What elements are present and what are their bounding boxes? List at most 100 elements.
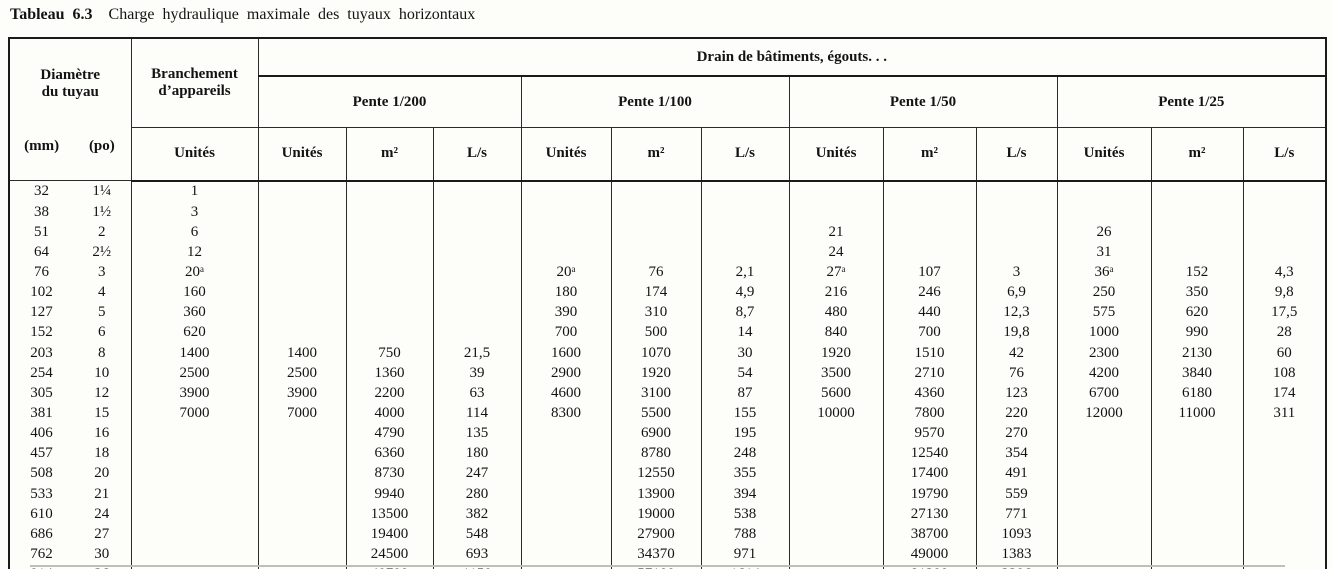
table-cell: 382 [432, 504, 522, 525]
header-pente-1-50: Pente 1/50 [788, 75, 1058, 128]
table-cell: 1920 [788, 343, 884, 364]
table-cell: 30 [73, 544, 132, 565]
table-cell: 280 [432, 484, 522, 505]
table-cell [520, 484, 612, 505]
table-cell: 548 [432, 524, 522, 545]
table-row: 127 5 360 390 310 8,7 480 440 12,3 575 620 17,5 [8, 302, 1327, 323]
table-cell: 135 [432, 423, 522, 444]
table-cell: 17400 [882, 463, 977, 485]
header-ls: L/s [1242, 126, 1327, 182]
table-cell: 3 [130, 202, 259, 223]
table-cell: 508 [8, 463, 73, 485]
table-cell [1056, 463, 1152, 485]
table-cell: 21 [788, 222, 884, 243]
table-cell [1242, 524, 1327, 545]
table-cell [1150, 524, 1244, 545]
table-cell [257, 242, 347, 263]
table-cell: 3 [73, 262, 132, 283]
table-cell: 8300 [520, 403, 612, 424]
table-cell [257, 322, 347, 344]
table-cell [257, 484, 347, 505]
table-cell [345, 222, 434, 243]
table-cell [130, 423, 259, 444]
table-cell: 12000 [1056, 403, 1152, 424]
table-cell: 311 [1242, 403, 1327, 424]
table-cell [1056, 544, 1152, 565]
table-cell: 3900 [130, 383, 259, 404]
table-row: 203 8 1400 1400 750 21,5 1600 1070 30 1920 1510 42 2… [8, 343, 1327, 364]
table-cell [1242, 423, 1327, 444]
table-cell: 102 [8, 282, 73, 303]
table-row: 406 16 4790 135 6900 195 9570 270 [8, 423, 1327, 444]
table-cell: 250 [1056, 282, 1152, 303]
table-cell [1242, 242, 1327, 263]
table-cell [1056, 504, 1152, 525]
table-cell [520, 180, 612, 203]
table-cell: 76 [975, 363, 1058, 384]
table-cell [610, 180, 702, 203]
table-cell [1242, 463, 1327, 485]
table-cell: 350 [1150, 282, 1244, 303]
table-row: 76 3 20ᵃ 20ᵃ 76 2,1 27ᵃ 107 3 36ᵃ 152 4,3 [8, 262, 1327, 283]
table-cell: 27ᵃ [788, 262, 884, 283]
table-cell: 11000 [1150, 403, 1244, 424]
table-cell [345, 180, 434, 203]
table-cell: 7000 [130, 403, 259, 424]
table-cell: 1360 [345, 363, 434, 384]
table-row: 533 21 9940 280 13900 394 19790 559 [8, 484, 1327, 505]
table-cell: 152 [1150, 262, 1244, 283]
header-m2: m² [1150, 126, 1244, 182]
table-cell: 270 [975, 423, 1058, 444]
header-ls: L/s [700, 126, 790, 182]
table-cell [1242, 504, 1327, 525]
table-cell: 538 [700, 504, 790, 525]
table-cell [788, 180, 884, 203]
table-cell: 127 [8, 302, 73, 323]
table-cell: 195 [700, 423, 790, 444]
table-cell [1150, 443, 1244, 464]
table-cell: 6360 [345, 443, 434, 464]
table-cell: 51 [8, 222, 73, 243]
table-cell [1242, 443, 1327, 464]
table-cell: 14 [700, 322, 790, 344]
table-cell [130, 544, 259, 565]
table-row: 610 24 13500 382 19000 538 27130 771 [8, 504, 1327, 525]
header-ls: L/s [432, 126, 522, 182]
table-cell [1242, 202, 1327, 223]
table-cell: 31 [1056, 242, 1152, 263]
table-cell: 174 [610, 282, 702, 303]
table-cell: 310 [610, 302, 702, 323]
table-cell: 355 [700, 463, 790, 485]
table-cell: 762 [8, 544, 73, 565]
table-cell: 27130 [882, 504, 977, 525]
table-cell [257, 262, 347, 283]
table-cell [432, 180, 522, 203]
table-cell [520, 544, 612, 565]
table-cell: 19,8 [975, 322, 1058, 344]
table-cell [520, 443, 612, 464]
table-cell: 9,8 [1242, 282, 1327, 303]
table-cell: 700 [882, 322, 977, 344]
header-drain: Drain de bâtiments, égouts. . . [257, 37, 1327, 78]
table-cell [345, 242, 434, 263]
table-cell: 4,3 [1242, 262, 1327, 283]
table-cell: 12540 [882, 443, 977, 464]
table-cell [520, 423, 612, 444]
page-bottom-rule [30, 565, 1285, 567]
header-unites: Unités [257, 126, 347, 182]
table-cell: 1093 [975, 524, 1058, 545]
table-cell [432, 202, 522, 223]
table-cell: 480 [788, 302, 884, 323]
table-cell [345, 282, 434, 303]
table-cell: 160 [130, 282, 259, 303]
table-cell [788, 504, 884, 525]
table-cell [257, 463, 347, 485]
table-cell: 1½ [73, 202, 132, 223]
table-cell: 750 [345, 343, 434, 364]
table-cell: 107 [882, 262, 977, 283]
table-cell [257, 443, 347, 464]
table-cell: 21 [73, 484, 132, 505]
table-cell [432, 322, 522, 344]
table-cell [432, 302, 522, 323]
table-cell [1056, 484, 1152, 505]
